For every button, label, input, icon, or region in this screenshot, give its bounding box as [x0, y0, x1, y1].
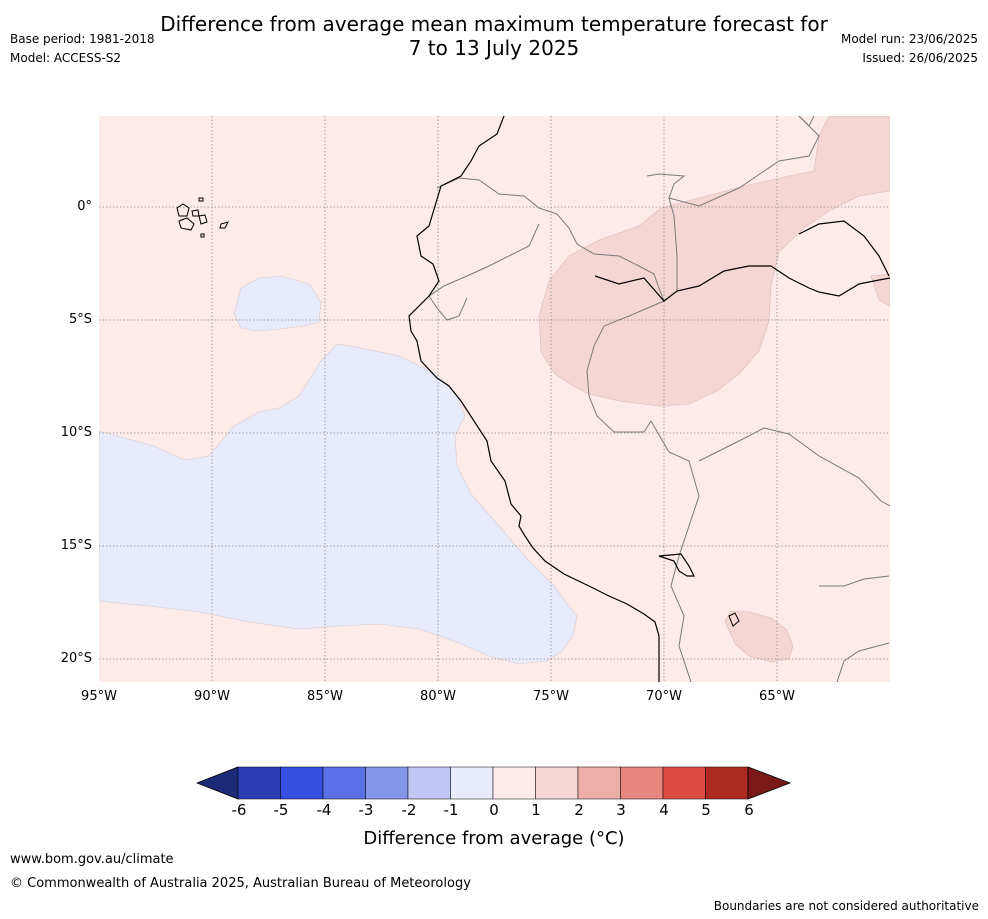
map-panel [99, 116, 890, 682]
colorbar-tick: -5 [273, 801, 289, 819]
map-title-line2: 7 to 13 July 2025 [408, 36, 580, 60]
anomaly-cool-ocean-region [99, 343, 578, 665]
colorbar-tick: -1 [443, 801, 459, 819]
colorbar-segment [280, 766, 324, 800]
lon-label-65w: 65°W [759, 689, 795, 704]
colorbar-tick: 3 [616, 801, 626, 819]
colorbar-segment [620, 766, 664, 800]
metadata-right: Model run: 23/06/2025 Issued: 26/06/2025 [841, 30, 978, 68]
map-title-line1: Difference from average mean maximum tem… [160, 12, 828, 36]
colorbar-label: Difference from average (°C) [363, 828, 625, 849]
lat-label-20s: 20°S [60, 651, 92, 666]
colorbar-tick: 6 [744, 801, 754, 819]
colorbar-tick: 2 [574, 801, 584, 819]
colorbar-segment [662, 766, 706, 800]
colorbar-segment [322, 766, 366, 800]
lat-label-15s: 15°S [60, 538, 92, 553]
model-name: Model: ACCESS-S2 [10, 51, 122, 65]
colorbar-tick: -3 [358, 801, 374, 819]
lon-label-90w: 90°W [194, 689, 230, 704]
anomaly-cool-small-region [233, 275, 322, 332]
footer-copyright: © Commonwealth of Australia 2025, Austra… [10, 876, 471, 891]
colorbar-extend-high [747, 766, 792, 800]
lat-label-0: 0° [77, 199, 92, 214]
colorbar-segment [365, 766, 409, 800]
colorbar-tick: -4 [316, 801, 332, 819]
graticule [99, 116, 890, 682]
colorbar-segment [407, 766, 451, 800]
lon-label-75w: 75°W [533, 689, 569, 704]
metadata-left: Base period: 1981-2018 Model: ACCESS-S2 [10, 30, 155, 68]
colorbar-extend-low [195, 766, 239, 800]
islands [176, 197, 740, 627]
lon-label-95w: 95°W [81, 689, 117, 704]
anomaly-warm-amazon-region [538, 116, 890, 407]
lon-label-80w: 80°W [420, 689, 456, 704]
footer-disclaimer: Boundaries are not considered authoritat… [713, 899, 979, 913]
colorbar-tick: -2 [401, 801, 417, 819]
country-borders [428, 116, 890, 682]
colorbar-segment [535, 766, 579, 800]
colorbar-segment [237, 766, 281, 800]
anomaly-warm-small-region [724, 610, 794, 663]
colorbar-tick: 4 [659, 801, 669, 819]
map-title: Difference from average mean maximum tem… [0, 12, 988, 60]
lat-label-10s: 10°S [60, 425, 92, 440]
lon-label-85w: 85°W [307, 689, 343, 704]
base-period: Base period: 1981-2018 [10, 32, 155, 46]
colorbar-segment [492, 766, 536, 800]
colorbar-segment [705, 766, 749, 800]
lat-label-5s: 5°S [68, 312, 92, 327]
colorbar-segment [450, 766, 494, 800]
colorbar-svg [195, 766, 792, 800]
issued-date: Issued: 26/06/2025 [862, 51, 978, 65]
anomaly-warm-east-edge [870, 273, 890, 307]
map-svg [99, 116, 890, 682]
coastline [408, 116, 890, 682]
colorbar-tick: 5 [701, 801, 711, 819]
footer-url: www.bom.gov.au/climate [10, 852, 174, 867]
colorbar-tick: -6 [231, 801, 247, 819]
colorbar-tick: 0 [489, 801, 499, 819]
lon-label-70w: 70°W [646, 689, 682, 704]
model-run: Model run: 23/06/2025 [840, 32, 978, 46]
colorbar-tick: 1 [531, 801, 541, 819]
colorbar [195, 766, 794, 800]
colorbar-segment [577, 766, 621, 800]
